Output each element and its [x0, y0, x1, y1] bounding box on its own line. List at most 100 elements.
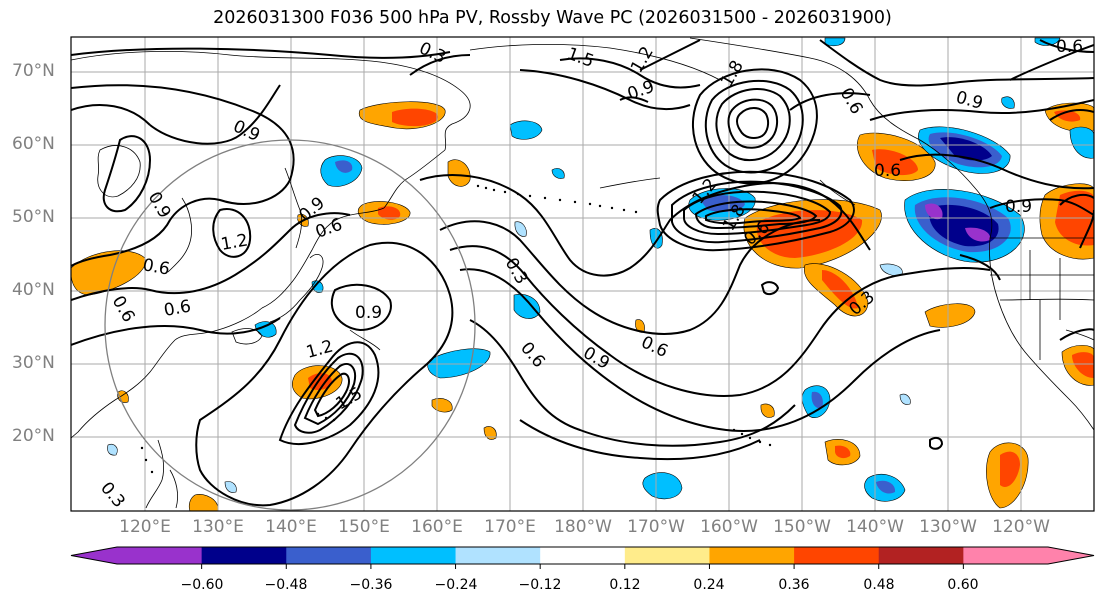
lat-label: 40°N — [12, 280, 55, 300]
anomaly-positive — [188, 494, 219, 511]
colorbar-segment — [201, 547, 287, 564]
contour-label: 0.6 — [836, 85, 867, 118]
anomaly-negative — [551, 168, 565, 179]
anomaly-negative — [1069, 126, 1094, 159]
lon-label: 160°E — [411, 517, 463, 537]
contour-label: 0.6 — [141, 255, 171, 279]
lon-label: 170°E — [484, 517, 536, 537]
colorbar-tick-label: 0.12 — [609, 577, 641, 593]
anomaly-negative — [824, 37, 846, 47]
anomaly-positive — [924, 303, 976, 328]
anomaly-positive — [447, 159, 471, 187]
colorbar-segment — [370, 547, 457, 564]
anomaly-negative — [879, 263, 903, 276]
contour-label: 0.6 — [874, 161, 901, 181]
lon-label: 120°E — [119, 517, 171, 537]
lon-label: 120°W — [992, 517, 1050, 537]
colorbar-extend-min — [71, 547, 117, 564]
colorbar-tick-label: −0.12 — [518, 577, 562, 593]
lon-label: 170°W — [627, 517, 685, 537]
anomaly-positive — [483, 426, 497, 440]
contour-label: 0.3 — [416, 38, 449, 68]
anomaly-negative — [876, 480, 896, 494]
map-frame — [70, 36, 1095, 512]
anomaly-negative — [514, 221, 527, 237]
contour-label: 0.6 — [108, 293, 139, 326]
colorbar-tick-label: 0.48 — [863, 577, 895, 593]
colorbar-extend-max — [1048, 547, 1094, 564]
rossby-ring — [104, 139, 476, 511]
anomaly-negative — [335, 160, 353, 173]
anomaly-negative — [925, 203, 943, 220]
lon-label: 140°W — [846, 517, 904, 537]
contour-label: 0.9 — [1005, 197, 1032, 217]
colorbar-segment — [455, 547, 541, 564]
contour-label: 0.3 — [96, 478, 129, 512]
colorbar-segment — [709, 547, 795, 564]
anomaly-positive — [760, 403, 775, 418]
colorbar-tick-label: 0.24 — [693, 577, 725, 593]
anomaly-negative — [642, 472, 683, 500]
contour-label: 1.8 — [717, 57, 748, 90]
colorbar-segment — [540, 547, 626, 564]
graticule — [71, 37, 1094, 511]
colorbar-tick-label: 0.60 — [947, 577, 979, 593]
anomaly-negative — [811, 391, 823, 409]
colorbar — [70, 546, 1095, 569]
lon-label: 160°W — [700, 517, 758, 537]
lat-label: 30°N — [12, 353, 55, 373]
contour-label: 0.6 — [638, 332, 671, 362]
contour-label: 0.9 — [580, 343, 613, 374]
lon-label: 150°E — [338, 517, 390, 537]
contour-label: 0.9 — [230, 116, 263, 146]
colorbar-segment — [117, 547, 203, 564]
anomaly-negative — [899, 393, 911, 405]
lon-label: 130°W — [919, 517, 977, 537]
anomaly-negative — [224, 481, 237, 493]
contour-label: 0.6 — [162, 297, 192, 321]
colorbar-segment — [878, 547, 964, 564]
colorbar-tick-label: 0.36 — [778, 577, 810, 593]
contour-label: 0.6 — [313, 215, 345, 243]
contour-label: 0.9 — [144, 189, 175, 222]
colorbar-segment — [624, 547, 710, 564]
lat-label: 70°N — [12, 61, 55, 81]
lon-label: 140°E — [265, 517, 317, 537]
anomaly-negative — [1001, 96, 1015, 109]
anomaly-negative — [965, 227, 991, 242]
contour-label: 1.2 — [219, 231, 249, 255]
pv-contours — [71, 39, 1094, 507]
anomaly-positive — [378, 206, 401, 220]
lat-label: 20°N — [12, 426, 55, 446]
contour-label: 0.3 — [501, 255, 532, 288]
anomaly-positive — [392, 108, 439, 127]
contour-label: 0.6 — [516, 338, 549, 372]
contour-label: 1.5 — [564, 44, 596, 72]
colorbar-tick-label: −0.48 — [264, 577, 308, 593]
lat-label: 50°N — [12, 207, 55, 227]
anomaly-negative — [107, 443, 118, 456]
colorbar-tick-label: −0.60 — [180, 577, 224, 593]
contour-label: 0.9 — [355, 303, 382, 323]
colorbar-segment — [794, 547, 880, 564]
lon-label: 150°W — [773, 517, 831, 537]
map-title: 2026031300 F036 500 hPa PV, Rossby Wave … — [213, 8, 892, 28]
lat-label: 60°N — [12, 134, 55, 154]
contour-label: 0.6 — [1056, 37, 1083, 57]
anomaly-positive — [1000, 451, 1020, 488]
lon-label: 180°W — [554, 517, 612, 537]
anomaly-negative — [427, 348, 491, 379]
anomaly-positive — [835, 445, 851, 459]
anomaly-positive — [431, 398, 453, 413]
anomaly-negative — [509, 120, 543, 140]
anomaly-positive — [1072, 352, 1094, 378]
anomaly-negative — [940, 137, 992, 161]
colorbar-segment — [286, 547, 372, 564]
anomaly-negative — [513, 293, 541, 319]
anomaly-positive — [71, 250, 146, 296]
islands — [140, 184, 772, 474]
colorbar-segment — [963, 547, 1049, 564]
colorbar-tick-label: −0.24 — [434, 577, 478, 593]
colorbar-tick-label: −0.36 — [349, 577, 393, 593]
